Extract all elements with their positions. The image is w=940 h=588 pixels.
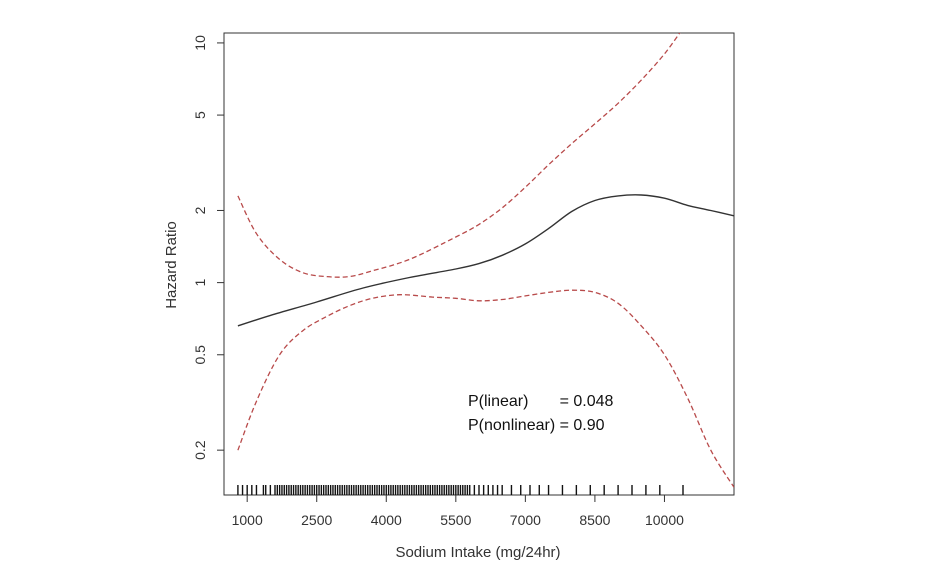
rug-marks <box>237 485 684 495</box>
upper-ci-line <box>237 33 681 278</box>
x-tick-label: 1000 <box>232 512 263 528</box>
lower-ci-line <box>237 289 734 488</box>
x-tick-label: 7000 <box>510 512 541 528</box>
y-axis-title: Hazard Ratio <box>163 221 180 309</box>
x-axis-title: Sodium Intake (mg/24hr) <box>395 544 560 561</box>
hazard-ratio-line <box>237 194 734 327</box>
y-tick-label: 0.5 <box>192 345 208 365</box>
x-axis: 1000 2500 4000 5500 7000 8500 10000 <box>232 495 684 528</box>
x-tick-label: 4000 <box>371 512 402 528</box>
x-tick-label: 5500 <box>440 512 471 528</box>
x-tick-label: 2500 <box>301 512 332 528</box>
x-tick-label: 10000 <box>645 512 684 528</box>
y-tick-label: 2 <box>192 206 208 214</box>
p-nonlinear-annotation: P(nonlinear) = 0.90 <box>468 417 605 434</box>
y-axis: 0.2 0.5 1 2 5 10 <box>192 35 224 460</box>
y-tick-label: 1 <box>192 278 208 286</box>
y-tick-label: 0.2 <box>192 440 208 460</box>
x-tick-label: 8500 <box>579 512 610 528</box>
y-tick-label: 10 <box>192 35 208 51</box>
y-tick-label: 5 <box>192 111 208 119</box>
series-layer <box>237 33 734 488</box>
p-linear-annotation: P(linear) = 0.048 <box>468 393 614 410</box>
